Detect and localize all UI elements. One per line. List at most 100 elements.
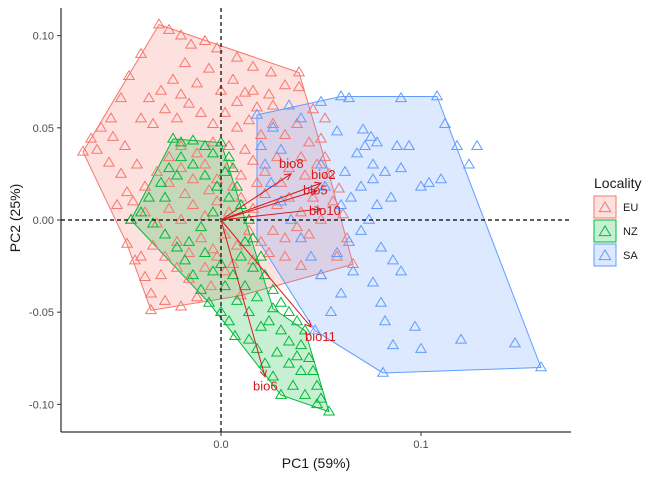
point-sa (370, 136, 384, 147)
point-eu (226, 257, 240, 269)
point-eu (238, 143, 252, 154)
point-sa (394, 265, 408, 276)
point-eu (182, 97, 196, 108)
point-eu (206, 117, 220, 128)
point-eu (170, 235, 184, 246)
arrow-bio10 (220, 208, 322, 221)
point-eu (178, 187, 192, 198)
point-eu (134, 47, 148, 58)
point-eu (210, 250, 224, 261)
legend-item-nz: NZ (593, 219, 638, 243)
point-nz (310, 397, 324, 409)
point-eu (174, 300, 188, 311)
point-nz (242, 333, 256, 344)
point-sa (334, 90, 348, 101)
point-eu (302, 136, 316, 147)
arrow-bio8 (220, 173, 292, 221)
point-eu (182, 246, 196, 257)
y-axis-title: PC2 (25%) (7, 184, 23, 252)
point-nz (282, 357, 296, 368)
point-sa (462, 158, 476, 169)
point-nz (282, 305, 296, 316)
point-nz (302, 351, 316, 363)
arrow-label-bio8: bio8 (279, 156, 304, 171)
point-eu (234, 289, 248, 300)
point-nz (174, 150, 188, 162)
point-sa (430, 90, 444, 101)
point-eu (266, 99, 280, 110)
point-sa (258, 158, 272, 169)
point-sa (334, 198, 348, 210)
point-sa (324, 305, 338, 316)
point-nz (202, 296, 216, 307)
point-eu (162, 176, 176, 187)
point-sa (362, 213, 376, 224)
point-eu (266, 224, 280, 235)
point-eu (254, 128, 268, 139)
point-eu (126, 195, 140, 206)
point-eu (170, 112, 184, 123)
point-sa (470, 139, 484, 151)
point-eu (246, 254, 260, 265)
point-eu (178, 56, 192, 68)
point-nz (124, 213, 138, 224)
arrow-label-bio11: bio11 (305, 329, 336, 344)
point-eu (174, 161, 188, 173)
legend-marker (598, 249, 612, 261)
point-nz (198, 169, 212, 180)
point-eu (174, 213, 188, 224)
point-eu (146, 117, 160, 128)
point-nz (258, 357, 272, 368)
y-tick-label: 0.00 (33, 215, 54, 227)
point-nz (250, 290, 264, 302)
point-eu (210, 42, 224, 53)
point-sa (304, 250, 318, 261)
point-nz (290, 314, 304, 326)
point-eu (230, 239, 244, 250)
point-sa (374, 241, 388, 252)
point-eu (102, 156, 116, 167)
point-eu (158, 250, 172, 261)
point-eu (104, 112, 118, 123)
point-eu (262, 246, 276, 257)
point-eu (218, 106, 232, 117)
point-eu (120, 185, 134, 197)
point-nz (214, 136, 228, 147)
point-eu (250, 101, 264, 112)
point-eu (134, 112, 148, 123)
point-nz (174, 136, 188, 147)
point-nz (266, 302, 280, 313)
point-sa (350, 147, 364, 158)
legend-key (593, 195, 617, 219)
point-nz (254, 250, 268, 261)
point-nz (206, 265, 220, 276)
arrowhead-bio10 (314, 205, 323, 214)
point-sa (314, 268, 328, 280)
point-nz (290, 349, 304, 361)
point-sa (374, 296, 388, 307)
point-nz (170, 169, 184, 180)
point-eu (202, 184, 216, 195)
point-eu (194, 106, 208, 117)
point-eu (278, 78, 292, 90)
point-sa (364, 130, 378, 141)
point-eu (198, 261, 212, 272)
legend-key (593, 219, 617, 243)
x-tick-label: 0.0 (213, 439, 228, 451)
point-eu (222, 206, 236, 217)
point-eu (76, 145, 90, 156)
point-eu (264, 66, 278, 77)
arrowhead-bio2 (313, 181, 323, 189)
point-nz (186, 158, 200, 169)
point-eu (242, 224, 256, 235)
point-nz (218, 165, 232, 176)
point-eu (158, 102, 172, 114)
point-nz (246, 231, 260, 243)
point-eu (250, 176, 264, 187)
arrowhead-bio11 (304, 319, 312, 328)
point-eu (332, 182, 346, 193)
arrow-label-bio10: bio10 (309, 203, 341, 218)
point-nz (226, 268, 240, 280)
point-sa (264, 176, 278, 187)
series-nz (124, 132, 336, 416)
